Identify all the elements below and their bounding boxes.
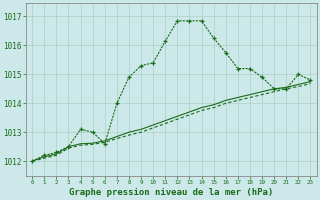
X-axis label: Graphe pression niveau de la mer (hPa): Graphe pression niveau de la mer (hPa): [69, 188, 274, 197]
